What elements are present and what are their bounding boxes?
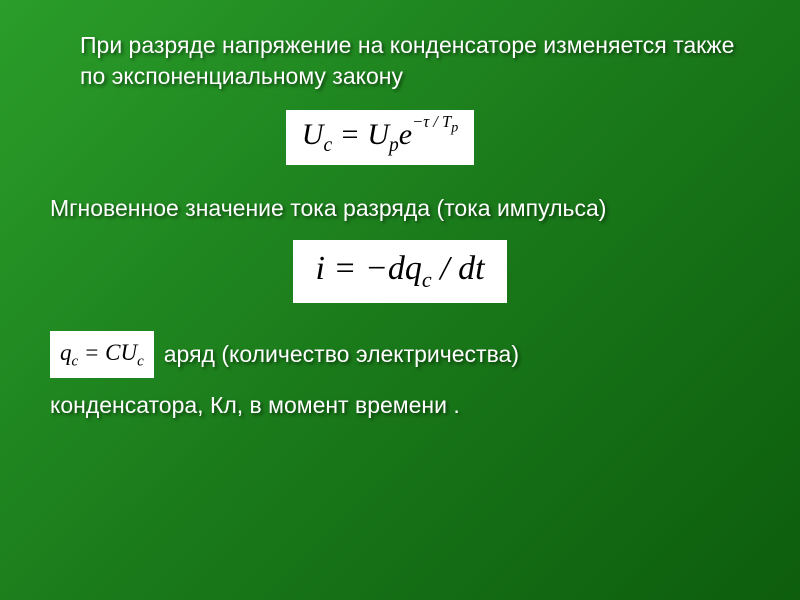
formula-voltage-discharge: Uc = Upe−τ / Tp — [286, 110, 474, 165]
slide-container: При разряде напряжение на конденсаторе и… — [0, 0, 800, 600]
formula-charge: qc = CUc — [50, 331, 154, 378]
para3-text-2: конденсатора, Кл, в момент времени . — [50, 390, 460, 421]
para3-text-1: аряд (количество электричества) — [164, 339, 519, 370]
formula-2-wrapper: i = −dqc / dt — [50, 240, 750, 303]
paragraph-2: Мгновенное значение тока разряда (тока и… — [50, 193, 750, 224]
paragraph-3: qc = CUc аряд (количество электричества)… — [50, 331, 750, 421]
paragraph-1: При разряде напряжение на конденсаторе и… — [50, 30, 750, 92]
formula-current: i = −dqc / dt — [293, 240, 506, 303]
formula-1-wrapper: Uc = Upe−τ / Tp — [10, 110, 750, 165]
